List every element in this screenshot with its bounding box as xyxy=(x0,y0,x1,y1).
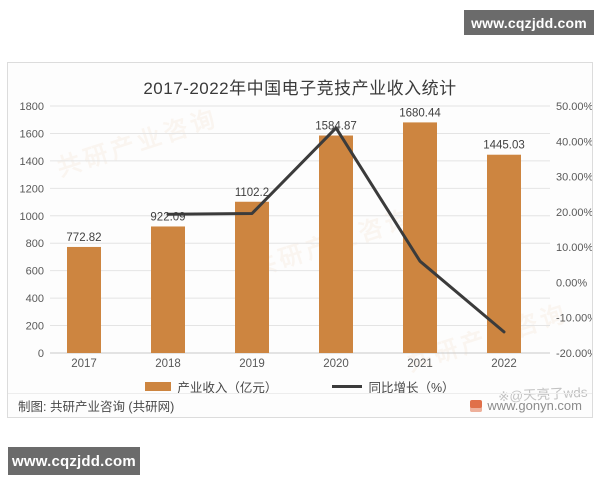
axis-tick-label-left: 600 xyxy=(26,266,44,278)
bar-value-label: 1680.44 xyxy=(399,107,441,119)
site-link: www.gonyn.com xyxy=(470,398,582,413)
revenue-bar xyxy=(67,246,101,353)
bar-value-label: 1102.2 xyxy=(235,187,269,199)
axis-tick-label-right: 20.00% xyxy=(556,207,592,219)
legend-label-growth: 同比增长（%） xyxy=(368,381,455,395)
revenue-bar xyxy=(235,201,269,353)
x-axis-year-label: 2021 xyxy=(407,358,433,370)
chart-card: 共研产业咨询 共研产业咨询 共研产业咨询 2017-2022年中国电子竞技产业收… xyxy=(7,62,593,418)
x-axis-year-label: 2022 xyxy=(491,358,517,370)
revenue-bar xyxy=(487,154,521,353)
axis-tick-label-right: 30.00% xyxy=(556,172,592,184)
axis-tick-label-right: 0.00% xyxy=(556,277,587,289)
legend-label-revenue: 产业收入（亿元） xyxy=(177,381,278,395)
line-series-swatch xyxy=(332,385,363,388)
axis-tick-label-left: 0 xyxy=(38,348,44,360)
axis-tick-label-left: 1200 xyxy=(20,183,44,195)
axis-tick-label-left: 1800 xyxy=(20,101,44,113)
watermark-badge-bottom: www.cqzjdd.com xyxy=(8,447,140,475)
axis-tick-label-left: 1400 xyxy=(20,156,44,168)
x-axis-year-label: 2019 xyxy=(239,358,265,370)
chart-title: 2017-2022年中国电子竞技产业收入统计 xyxy=(143,79,457,98)
chart-legend: 产业收入（亿元） 同比增长（%） xyxy=(8,377,592,396)
bar-value-label: 1445.03 xyxy=(483,140,525,152)
bar-series-swatch xyxy=(145,382,172,391)
axis-tick-label-right: -10.00% xyxy=(556,313,592,325)
legend-item-revenue: 产业收入（亿元） xyxy=(145,377,277,396)
axis-tick-label-left: 400 xyxy=(26,293,44,305)
axis-tick-label-left: 1000 xyxy=(20,211,44,223)
axis-tick-label-left: 200 xyxy=(26,321,44,333)
revenue-bar xyxy=(151,226,185,353)
x-axis-year-label: 2018 xyxy=(155,358,181,370)
legend-item-growth: 同比增长（%） xyxy=(332,377,455,396)
watermark-badge-top: www.cqzjdd.com xyxy=(464,10,594,35)
plot-svg: 1800 1600 1400 1200 1000 800 600 400 200 0 50.00% 4… xyxy=(20,101,592,370)
axis-tick-label-right: 50.00% xyxy=(556,101,592,113)
axis-tick-label-left: 1600 xyxy=(20,128,44,140)
revenue-bar xyxy=(403,122,437,354)
site-url: www.gonyn.com xyxy=(487,398,582,413)
axis-tick-label-right: 10.00% xyxy=(556,242,592,254)
axis-tick-label-right: -20.00% xyxy=(556,348,592,360)
x-axis-year-label: 2020 xyxy=(323,358,349,370)
bar-value-label: 772.82 xyxy=(66,232,101,244)
axis-tick-label-right: 40.00% xyxy=(556,136,592,148)
axis-tick-label-left: 800 xyxy=(26,238,44,250)
chart-footer: 制图: 共研产业咨询 (共研网) www.gonyn.com xyxy=(8,393,592,417)
site-logo-icon xyxy=(470,399,483,412)
credit-text: 制图: 共研产业咨询 (共研网) xyxy=(18,400,175,414)
growth-line xyxy=(166,126,506,334)
x-axis-year-label: 2017 xyxy=(71,358,97,370)
revenue-bar xyxy=(319,135,353,353)
